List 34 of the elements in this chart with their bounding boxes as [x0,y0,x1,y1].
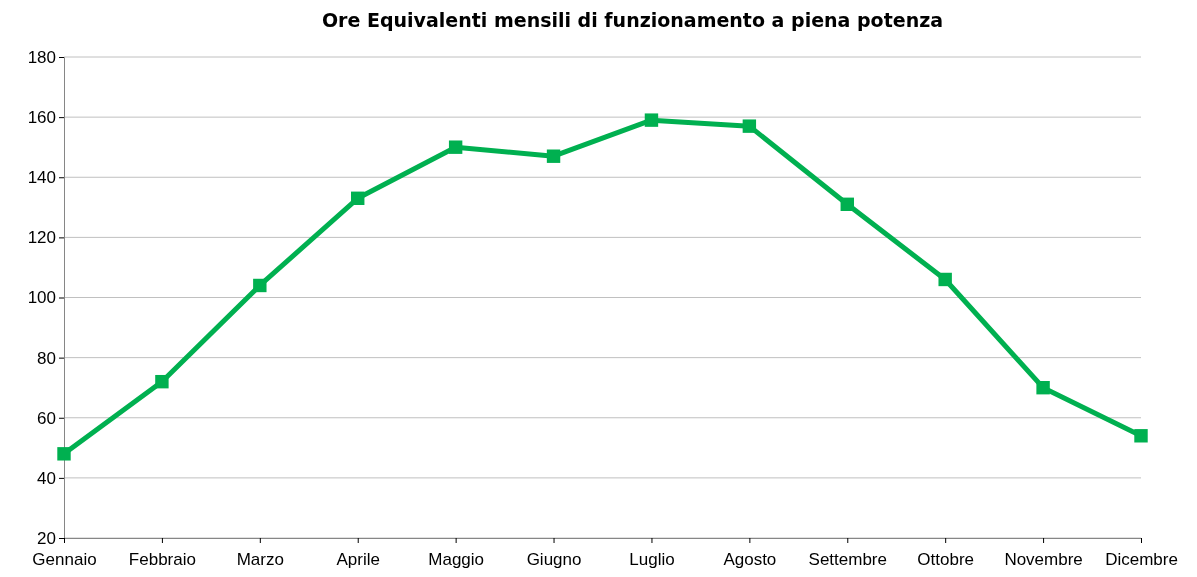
x-tick-label: Gennaio [32,549,97,569]
x-tick-label: Marzo [236,549,284,569]
point [351,191,365,205]
x-tick-label: Maggio [428,549,485,569]
x-tick-label: Novembre [1004,549,1083,569]
point [253,278,267,293]
x-tick-label: Febbraio [128,549,196,569]
y-tick-label: 20 [37,528,56,548]
y-tick-label: 120 [27,228,56,248]
point [938,272,952,287]
y-tick-label: 40 [37,468,56,488]
y-tick-label: 100 [27,288,56,308]
x-tick-label: Settembre [808,549,887,569]
point [644,113,659,127]
point [448,140,463,154]
point [57,447,71,461]
chart-title: Ore Equivalenti mensili di funzionamento a piena potenza [321,9,944,31]
x-tick-label: Aprile [336,549,380,569]
x-tick-label: Giugno [526,549,582,569]
x-tick-label: Ottobre [917,549,975,569]
point [546,149,561,163]
x-tick-label: Luglio [629,549,675,569]
y-tick-label: 60 [37,408,56,428]
y-tick-label: 140 [27,168,56,188]
point [1134,429,1148,443]
point [155,374,169,389]
point [840,197,854,212]
x-tick-label: Agosto [723,549,777,569]
y-tick-label: 180 [27,47,56,67]
point [742,119,757,133]
x-tick-label: Dicembre [1105,549,1178,569]
y-tick-label: 160 [27,108,56,128]
point [1036,380,1050,395]
y-tick-label: 80 [37,348,56,368]
